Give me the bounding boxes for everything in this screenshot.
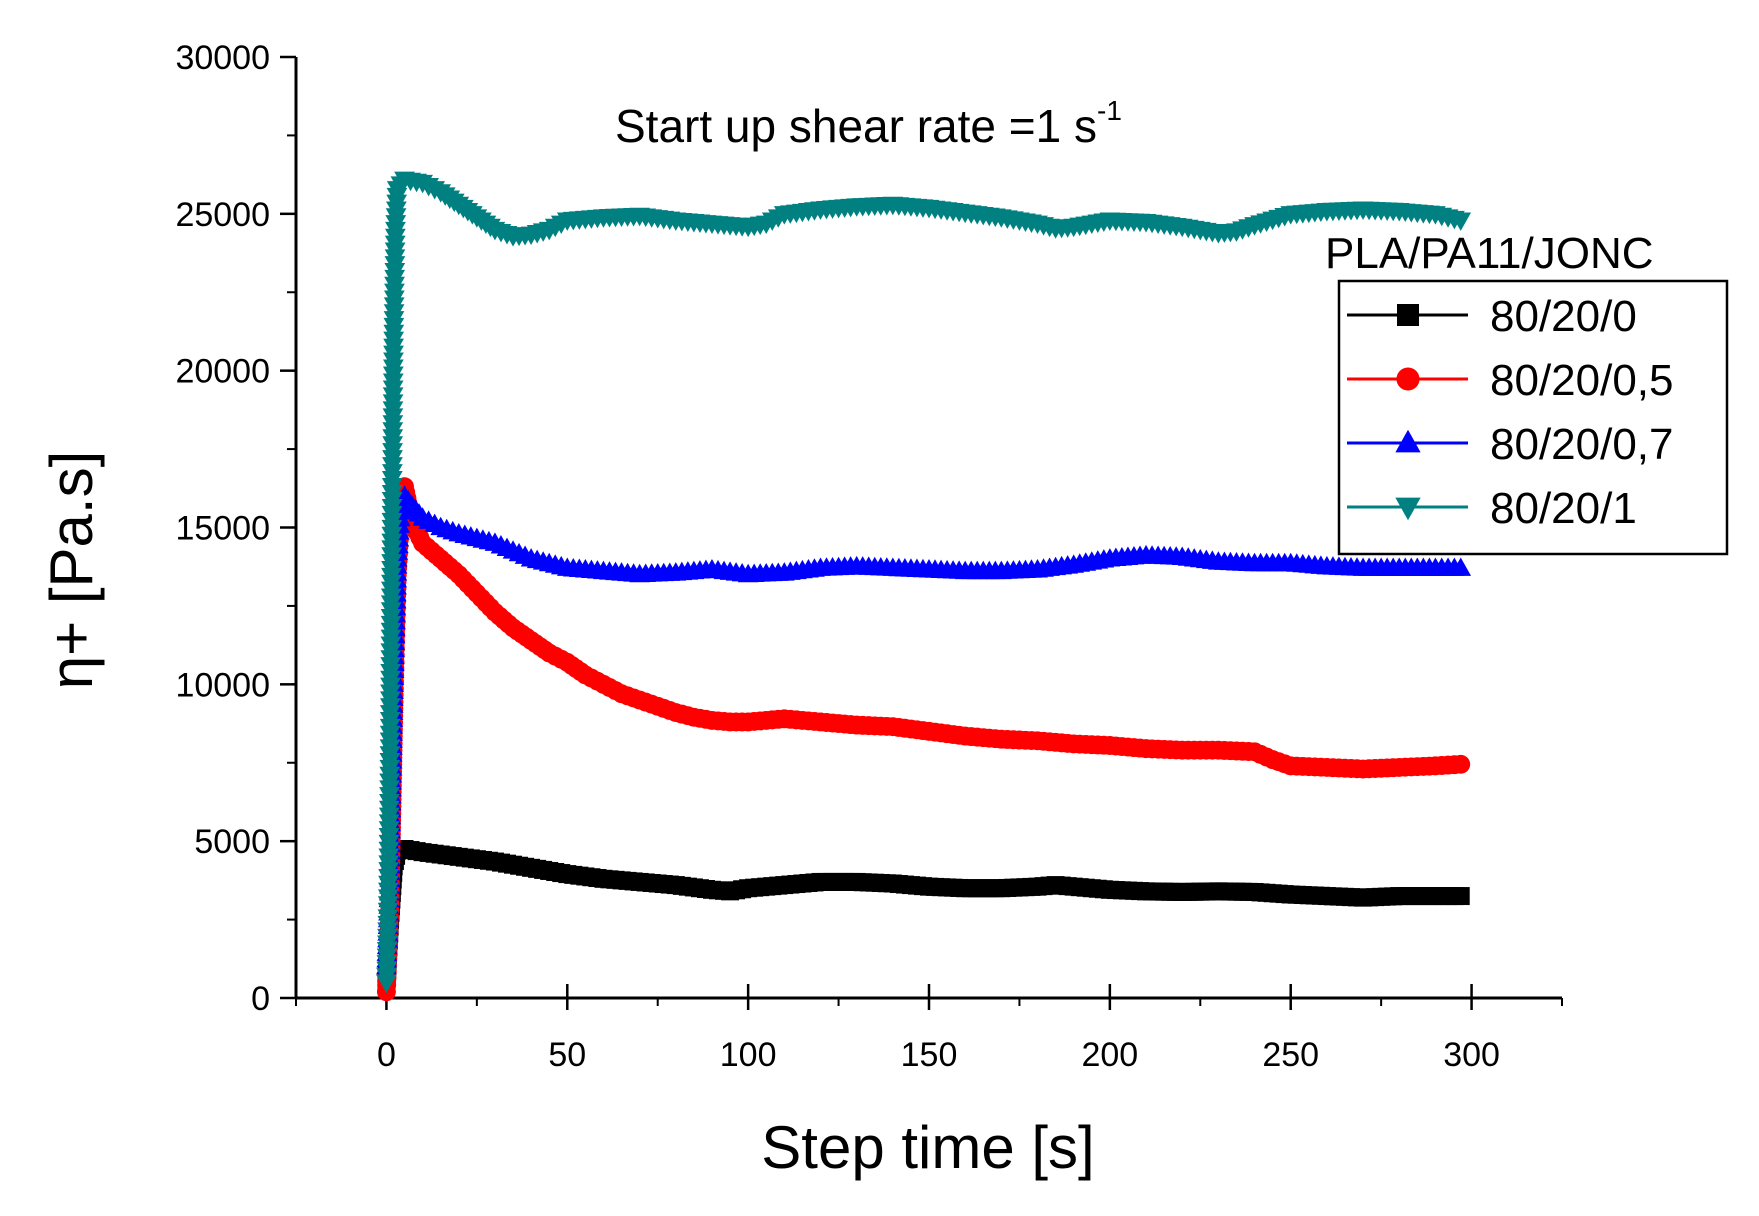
- data-point: [1450, 557, 1472, 576]
- x-tick-label: 300: [1443, 1036, 1500, 1074]
- axes: 0 50 100 150 200 250 300 0 5000 10000 15000 20000 25…: [175, 39, 1563, 1074]
- legend-entry: 80/20/0,5: [1347, 356, 1674, 405]
- data-point: [1450, 212, 1472, 231]
- x-tick-label: 150: [901, 1036, 958, 1074]
- x-tick-label: 0: [377, 1036, 396, 1074]
- x-tick-label: 50: [548, 1036, 586, 1074]
- x-tick-label: 100: [720, 1036, 777, 1074]
- legend-marker: [1395, 429, 1421, 453]
- series-4: [376, 171, 1472, 994]
- x-tick-label: 200: [1081, 1036, 1138, 1074]
- series-1: [377, 840, 1470, 992]
- y-axis-title: η+ [Pa.s]: [38, 451, 105, 689]
- chart-title-main: Start up shear rate =1 s: [615, 100, 1097, 152]
- chart-title-superscript: -1: [1097, 95, 1122, 126]
- data-point: [1451, 887, 1470, 906]
- y-tick-label: 0: [251, 980, 270, 1018]
- legend-label: 80/20/0: [1490, 292, 1637, 341]
- legend-marker: [1395, 497, 1421, 521]
- legend: PLA/PA11/JONC 80/20/0 80/20/0,5 80/20/0,7 8…: [1325, 229, 1729, 556]
- legend-marker: [1397, 304, 1419, 326]
- legend-box: [1337, 279, 1729, 556]
- x-tick-label: 250: [1262, 1036, 1319, 1074]
- legend-title: PLA/PA11/JONC: [1325, 229, 1654, 278]
- legend-label: 80/20/0,7: [1490, 420, 1674, 469]
- x-axis-title: Step time [s]: [761, 1114, 1094, 1181]
- data-point: [1451, 754, 1471, 774]
- legend-marker: [1396, 367, 1420, 391]
- y-tick-label: 5000: [194, 823, 270, 861]
- y-tick-label: 25000: [175, 196, 270, 234]
- legend-entry: 80/20/0: [1347, 292, 1637, 341]
- y-tick-label: 30000: [175, 39, 270, 77]
- legend-label: 80/20/0,5: [1490, 356, 1674, 405]
- y-tick-label: 20000: [175, 353, 270, 391]
- chart-title: Start up shear rate =1 s-1: [615, 95, 1122, 152]
- y-tick-label: 15000: [175, 510, 270, 548]
- y-tick-label: 10000: [175, 666, 270, 704]
- legend-entry: 80/20/1: [1347, 484, 1637, 533]
- legend-label: 80/20/1: [1490, 484, 1637, 533]
- series-layer: [376, 171, 1472, 1002]
- legend-entry: 80/20/0,7: [1347, 420, 1674, 469]
- series-3: [376, 485, 1472, 975]
